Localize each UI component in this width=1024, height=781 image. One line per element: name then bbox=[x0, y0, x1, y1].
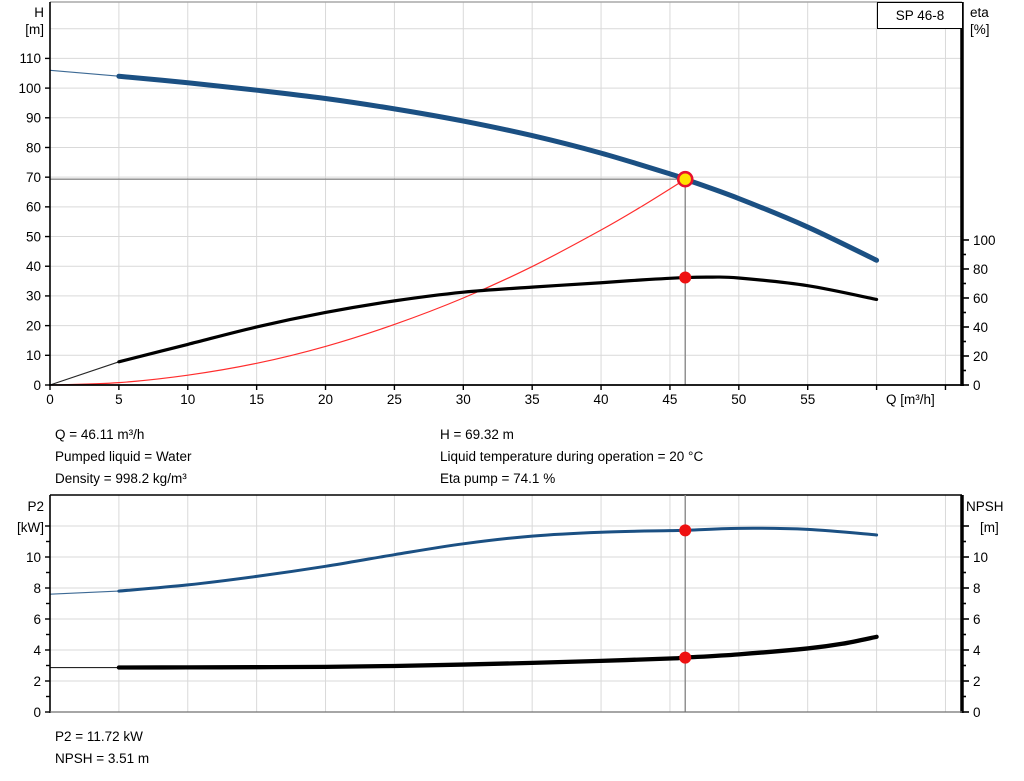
h-axis-title-line1: H bbox=[34, 5, 44, 20]
tick-label-right: 0 bbox=[973, 378, 981, 393]
marker-npsh-point bbox=[679, 651, 692, 664]
bottom-annotations: P2 = 11.72 kW NPSH = 3.51 m bbox=[55, 726, 149, 770]
tick-label-bottom: 45 bbox=[662, 392, 677, 407]
p2-axis-title-line2: [kW] bbox=[17, 520, 44, 535]
marker-efficiency-point bbox=[679, 271, 692, 284]
p2-curve bbox=[117, 526, 879, 593]
tick-label-bottom: 10 bbox=[180, 392, 195, 407]
tick-label-left: 50 bbox=[26, 229, 41, 244]
tick-label-bottom: 40 bbox=[594, 392, 609, 407]
tick-label-left: 4 bbox=[33, 643, 41, 658]
h-axis-title-line2: [m] bbox=[25, 22, 44, 37]
tick-label-left: 80 bbox=[26, 140, 41, 155]
tick-label-bottom: 35 bbox=[525, 392, 540, 407]
h-axis-title: H [m] bbox=[0, 4, 52, 38]
tick-label-right: 60 bbox=[973, 291, 988, 306]
tick-label-bottom: 55 bbox=[800, 392, 815, 407]
q-axis-title: Q [m³/h] bbox=[886, 392, 935, 407]
eta-axis-title: eta [%] bbox=[970, 4, 990, 38]
tick-label-right: 10 bbox=[973, 550, 988, 565]
eta-axis-title-line1: eta bbox=[970, 5, 989, 20]
system-curve bbox=[49, 178, 686, 386]
tick-label-bottom: 5 bbox=[115, 392, 123, 407]
tick-label-right: 20 bbox=[973, 349, 988, 364]
efficiency-curve bbox=[117, 275, 879, 364]
annotation-liquid-temp: Liquid temperature during operation = 20… bbox=[440, 449, 704, 465]
tick-label-right: 4 bbox=[973, 643, 981, 658]
npsh-axis-title-line2: [m] bbox=[980, 520, 999, 535]
tick-label-right: 40 bbox=[973, 320, 988, 335]
tick-label-left: 60 bbox=[26, 200, 41, 215]
tick-label-left: 30 bbox=[26, 289, 41, 304]
eta-axis-title-line2: [%] bbox=[970, 22, 990, 37]
annotation-h: H = 69.32 m bbox=[440, 427, 514, 442]
tick-label-bottom: 50 bbox=[731, 392, 746, 407]
p2-axis-title: P2 [kW] bbox=[0, 498, 52, 536]
tick-label-right: 8 bbox=[973, 581, 981, 596]
tick-label-bottom: 25 bbox=[387, 392, 402, 407]
tick-label-right: 0 bbox=[973, 705, 981, 720]
annotation-eta-pump: Eta pump = 74.1 % bbox=[440, 471, 556, 487]
pump-model-badge: SP 46-8 bbox=[877, 2, 963, 29]
tick-label-bottom: 0 bbox=[46, 392, 54, 407]
marker-duty-point bbox=[676, 170, 694, 188]
tick-label-right: 100 bbox=[973, 233, 996, 248]
npsh-curve bbox=[116, 634, 879, 670]
tick-label-bottom: 20 bbox=[318, 392, 333, 407]
tick-label-bottom: 15 bbox=[249, 392, 264, 407]
mid-annotations-left: Q = 46.11 m³/h Pumped liquid = Water Den… bbox=[55, 424, 191, 491]
tick-label-left: 0 bbox=[33, 705, 41, 720]
npsh-axis-title-line1: NPSH bbox=[966, 499, 1004, 514]
tick-label-left: 90 bbox=[26, 111, 41, 126]
efficiency-curve-lead-in bbox=[49, 361, 120, 386]
tick-label-right: 6 bbox=[973, 612, 981, 627]
tick-label-right: 80 bbox=[973, 262, 988, 277]
tick-label-left: 10 bbox=[26, 348, 41, 363]
tick-label-bottom: 30 bbox=[456, 392, 471, 407]
tick-label-left: 6 bbox=[33, 612, 41, 627]
annotation-npsh: NPSH = 3.51 m bbox=[55, 751, 150, 767]
tick-label-left: 0 bbox=[33, 378, 41, 393]
tick-label-left: 40 bbox=[26, 259, 41, 274]
tick-label-left: 8 bbox=[33, 581, 41, 596]
tick-label-right: 2 bbox=[973, 674, 981, 689]
annotation-density: Density = 998.2 kg/m³ bbox=[55, 471, 187, 487]
p2-curve-lead-in bbox=[49, 590, 119, 595]
head-curve-lead-in bbox=[49, 69, 119, 77]
npsh-axis-title: NPSH [m] bbox=[966, 498, 1004, 536]
annotation-p2: P2 = 11.72 kW bbox=[55, 729, 143, 744]
marker-p2-point bbox=[679, 524, 692, 537]
tick-label-left: 20 bbox=[26, 318, 41, 333]
tick-label-left: 2 bbox=[33, 674, 41, 689]
tick-label-left: 110 bbox=[19, 51, 41, 66]
annotation-pumped-liquid: Pumped liquid = Water bbox=[55, 449, 192, 465]
p2-axis-title-line1: P2 bbox=[27, 499, 44, 514]
tick-label-left: 100 bbox=[18, 81, 41, 96]
annotation-q: Q = 46.11 m³/h bbox=[55, 427, 145, 442]
tick-label-left: 70 bbox=[26, 170, 41, 185]
mid-annotations-right: H = 69.32 m Liquid temperature during op… bbox=[440, 424, 703, 491]
tick-label-left: 10 bbox=[26, 550, 41, 565]
head-curve bbox=[116, 73, 880, 263]
